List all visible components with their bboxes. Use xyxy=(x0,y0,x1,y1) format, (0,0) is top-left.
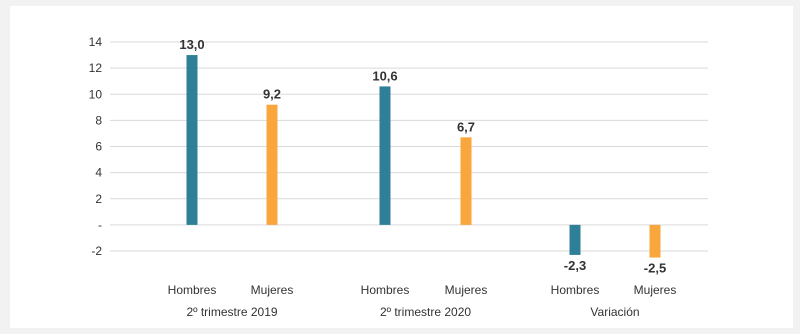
y-tick-label: 6 xyxy=(95,140,102,154)
category-label: Mujeres xyxy=(445,283,488,297)
bar-hombres xyxy=(186,55,198,225)
category-label: Hombres xyxy=(361,283,410,297)
category-label: Mujeres xyxy=(634,283,677,297)
chart-panel: 14 12 10 8 6 4 2 - -2 13,0 9,2 10,6 6,7 -2,3 -2,5 Hom… xyxy=(10,6,793,328)
y-tick-label: 4 xyxy=(95,166,102,180)
y-tick-label: 2 xyxy=(95,192,102,206)
x-axis: Hombres Mujeres 2º trimestre 2019 Hombres Mu… xyxy=(168,283,677,319)
data-label: -2,3 xyxy=(564,258,586,273)
bar-mujeres xyxy=(266,104,278,225)
category-label: Hombres xyxy=(551,283,600,297)
data-label: 10,6 xyxy=(372,68,397,83)
group-label: Variación xyxy=(590,305,639,319)
y-tick-label: - xyxy=(98,218,102,232)
bar-mujeres xyxy=(460,137,472,225)
group-label: 2º trimestre 2019 xyxy=(186,305,277,319)
data-label: 6,7 xyxy=(457,119,475,134)
grid-lines xyxy=(110,41,708,252)
bar-chart: 14 12 10 8 6 4 2 - -2 13,0 9,2 10,6 6,7 -2,3 -2,5 Hom… xyxy=(89,35,708,319)
y-tick-label: 12 xyxy=(89,61,103,75)
data-label: -2,5 xyxy=(644,261,666,276)
bars: 13,0 9,2 10,6 6,7 -2,3 -2,5 xyxy=(179,37,666,275)
y-tick-label: -2 xyxy=(91,244,102,258)
y-tick-label: 14 xyxy=(89,35,103,49)
data-label: 9,2 xyxy=(263,87,281,102)
bar-hombres xyxy=(379,86,391,225)
group-label: 2º trimestre 2020 xyxy=(380,305,471,319)
bar-mujeres xyxy=(649,224,661,258)
y-axis: 14 12 10 8 6 4 2 - -2 xyxy=(89,35,103,258)
y-tick-label: 8 xyxy=(95,113,102,127)
y-tick-label: 10 xyxy=(89,87,103,101)
data-label: 13,0 xyxy=(179,37,204,52)
bar-hombres xyxy=(569,224,581,255)
category-label: Mujeres xyxy=(251,283,294,297)
category-label: Hombres xyxy=(168,283,217,297)
